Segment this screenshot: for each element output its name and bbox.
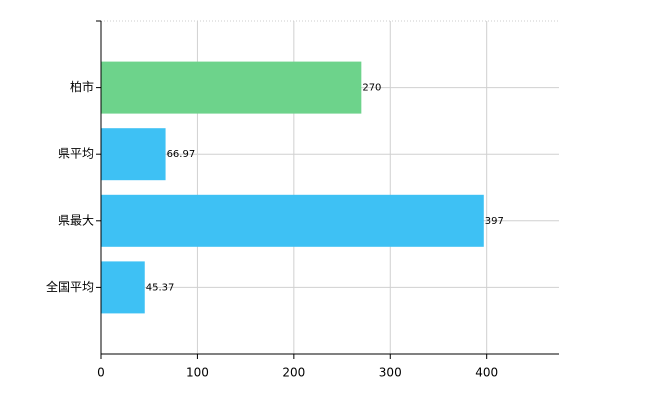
x-tick-label: 400 (475, 366, 498, 380)
bar (101, 128, 166, 181)
value-label: 66.97 (167, 149, 196, 160)
value-label: 270 (362, 83, 381, 94)
y-tick-label: 柏市 (70, 79, 94, 94)
value-label: 45.37 (146, 282, 175, 293)
y-tick-label: 県最大 (58, 213, 94, 227)
x-tick-label: 0 (97, 366, 105, 380)
x-tick-label: 100 (186, 366, 209, 380)
bar (101, 261, 145, 314)
x-tick-label: 300 (379, 366, 402, 380)
x-tick-label: 200 (282, 366, 305, 380)
y-tick-label: 県平均 (58, 147, 94, 161)
value-label: 397 (485, 216, 504, 227)
bar (101, 61, 362, 114)
bar (101, 194, 484, 247)
y-tick-label: 全国平均 (46, 279, 94, 294)
